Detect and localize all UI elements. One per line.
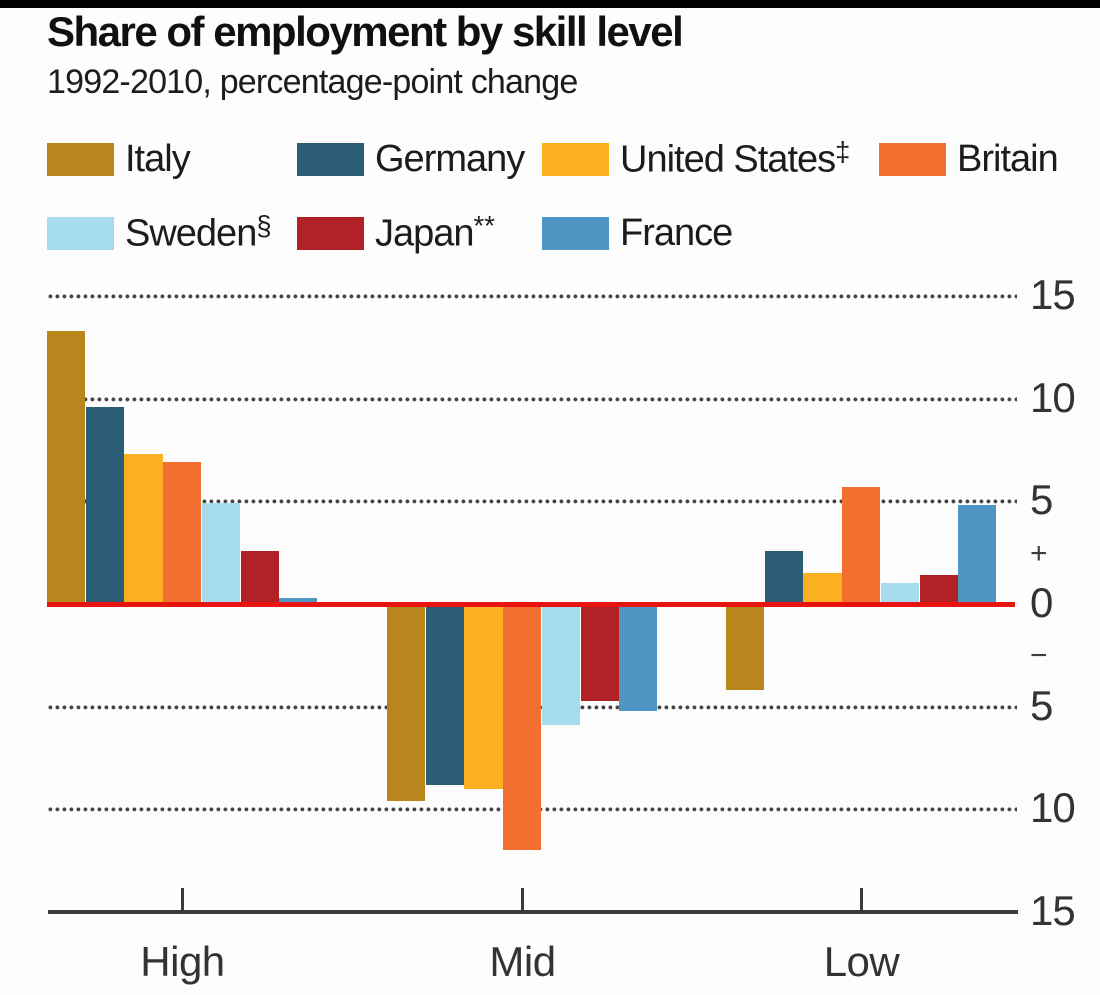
x-tick-high bbox=[180, 888, 184, 910]
legend-item-germany: Germany bbox=[297, 138, 525, 180]
legend-label-sweden: Sweden§ bbox=[125, 210, 272, 255]
legend-item-japan: Japan** bbox=[297, 210, 495, 255]
legend-footnote-marker: ‡ bbox=[835, 136, 851, 168]
legend-swatch-britain bbox=[879, 142, 946, 176]
bar-britain-low bbox=[842, 486, 881, 604]
legend-label-italy: Italy bbox=[125, 137, 191, 180]
gridline-15 bbox=[48, 294, 1017, 299]
bar-italy-mid bbox=[387, 604, 426, 802]
x-tick-low bbox=[859, 888, 863, 910]
legend-label-japan: Japan** bbox=[375, 210, 495, 255]
legend-swatch-united-states bbox=[542, 142, 609, 176]
zero-baseline bbox=[47, 602, 1015, 607]
legend-footnote-marker: ** bbox=[473, 210, 495, 242]
legend-item-italy: Italy bbox=[47, 138, 191, 180]
bar-britain-high bbox=[163, 462, 202, 604]
gridline-5 bbox=[48, 499, 1017, 505]
top-accent-bar bbox=[0, 0, 1100, 8]
y-label--2-45: + bbox=[1030, 536, 1048, 570]
legend-item-britain: Britain bbox=[879, 138, 1059, 180]
chart-title: Share of employment by skill level bbox=[47, 8, 684, 55]
legend-label-france: France bbox=[620, 211, 733, 254]
y-label-15-15: 15 bbox=[1030, 887, 1076, 935]
x-label-high: High bbox=[140, 938, 225, 985]
legend-swatch-italy bbox=[47, 142, 114, 176]
gridline-10 bbox=[48, 396, 1017, 402]
legend-label-germany: Germany bbox=[375, 137, 525, 180]
bar-france-high bbox=[279, 597, 318, 604]
y-label-15-15: 15 bbox=[1030, 271, 1076, 319]
bar-united-states-low bbox=[803, 573, 842, 604]
y-label-5-5: 5 bbox=[1030, 681, 1053, 729]
x-label-mid: Mid bbox=[489, 938, 556, 985]
chart-subtitle: 1992-2010, percentage-point change bbox=[47, 63, 578, 101]
legend-item-france: France bbox=[542, 212, 733, 254]
bar-united-states-high bbox=[124, 454, 163, 604]
legend-item-united-states: United States‡ bbox=[542, 136, 850, 181]
bar-italy-high bbox=[47, 330, 86, 604]
bar-germany-low bbox=[764, 550, 803, 604]
bar-japan-high bbox=[240, 550, 279, 604]
bar-japan-low bbox=[919, 575, 958, 604]
bar-united-states-mid bbox=[464, 604, 503, 789]
bar-germany-high bbox=[85, 406, 124, 604]
x-label-low: Low bbox=[823, 938, 900, 985]
bar-britain-mid bbox=[503, 604, 542, 851]
y-label-10-10: 10 bbox=[1030, 784, 1076, 832]
legend-footnote-marker: § bbox=[256, 210, 272, 242]
legend-label-britain: Britain bbox=[957, 137, 1059, 180]
bar-sweden-mid bbox=[541, 604, 581, 726]
legend-label-united-states: United States‡ bbox=[620, 136, 851, 181]
y-label--2-55: − bbox=[1030, 639, 1048, 673]
x-axis-line bbox=[48, 909, 1018, 914]
y-label-5-5: 5 bbox=[1030, 476, 1053, 524]
bar-sweden-high bbox=[201, 503, 241, 604]
y-label-10-10: 10 bbox=[1030, 373, 1076, 421]
legend-swatch-sweden bbox=[47, 216, 114, 250]
y-label-0-0: 0 bbox=[1030, 579, 1053, 627]
bar-france-low bbox=[958, 505, 997, 604]
bar-sweden-low bbox=[880, 583, 920, 604]
legend-item-sweden: Sweden§ bbox=[47, 210, 272, 255]
bar-italy-low bbox=[726, 604, 765, 691]
x-tick-mid bbox=[520, 888, 524, 910]
bar-france-mid bbox=[619, 604, 658, 711]
legend-swatch-japan bbox=[297, 216, 364, 250]
legend-swatch-germany bbox=[297, 142, 364, 176]
legend-swatch-france bbox=[542, 216, 609, 250]
bar-germany-mid bbox=[425, 604, 464, 785]
bar-japan-mid bbox=[580, 604, 619, 701]
